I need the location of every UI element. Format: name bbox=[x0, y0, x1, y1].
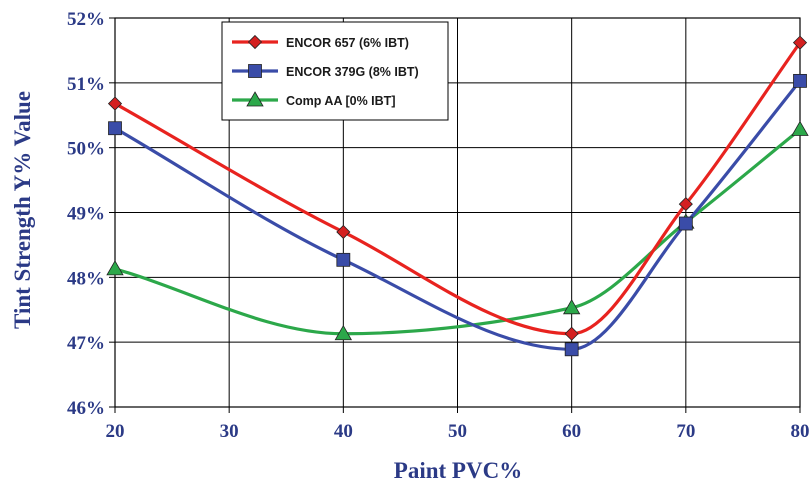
data-point-series-1 bbox=[336, 224, 351, 240]
data-point-series-3 bbox=[562, 298, 581, 315]
y-tick-label: 46% bbox=[67, 398, 105, 419]
x-tick-label: 50 bbox=[448, 421, 467, 442]
data-point-series-2 bbox=[793, 73, 807, 88]
legend-label: Comp AA [0% IBT] bbox=[286, 94, 396, 108]
legend-swatch-marker bbox=[246, 91, 264, 107]
x-tick-label: 20 bbox=[106, 421, 125, 442]
legend-swatch-marker bbox=[248, 64, 262, 78]
series-lines bbox=[114, 41, 802, 351]
y-axis-title: Tint Strength Y% Value bbox=[10, 91, 35, 329]
series-markers bbox=[106, 35, 809, 357]
y-tick-label: 48% bbox=[67, 268, 105, 289]
series-line-3 bbox=[114, 128, 802, 336]
data-point-series-2 bbox=[108, 121, 122, 136]
data-point-series-3 bbox=[791, 120, 809, 136]
data-point-series-3 bbox=[106, 260, 124, 276]
y-tick-label: 52% bbox=[67, 9, 105, 30]
data-point-series-3 bbox=[334, 324, 353, 341]
x-axis-title: Paint PVC% bbox=[394, 458, 522, 483]
legend-swatch-marker bbox=[247, 34, 263, 50]
y-tick-label: 50% bbox=[67, 139, 105, 160]
legend-label: ENCOR 379G (8% IBT) bbox=[286, 65, 419, 79]
y-tick-label: 47% bbox=[67, 333, 105, 354]
x-tick-label: 60 bbox=[562, 421, 581, 442]
data-point-series-2 bbox=[564, 342, 579, 357]
x-tick-label: 40 bbox=[334, 421, 353, 442]
data-point-series-1 bbox=[564, 326, 579, 341]
data-point-series-2 bbox=[336, 252, 351, 267]
data-point-series-2 bbox=[678, 216, 693, 231]
x-tick-label: 80 bbox=[791, 421, 809, 442]
series-line-1 bbox=[114, 41, 802, 336]
x-tick-label: 70 bbox=[676, 421, 695, 442]
data-point-series-1 bbox=[678, 197, 693, 212]
data-point-series-1 bbox=[107, 96, 123, 111]
data-point-series-1 bbox=[792, 35, 808, 50]
legend-label: ENCOR 657 (6% IBT) bbox=[286, 36, 409, 50]
x-axis-ticks: 20 30 40 50 60 70 80 bbox=[106, 407, 809, 442]
x-tick-label: 30 bbox=[220, 421, 239, 442]
series-line-2 bbox=[114, 79, 802, 351]
y-axis-ticks: 46% 47% 48% 49% 50% 51% 52% bbox=[67, 9, 115, 419]
legend: ENCOR 657 (6% IBT) ENCOR 379G (8% IBT) Com… bbox=[221, 21, 449, 121]
y-tick-label: 51% bbox=[67, 74, 105, 95]
y-tick-label: 49% bbox=[67, 204, 105, 225]
